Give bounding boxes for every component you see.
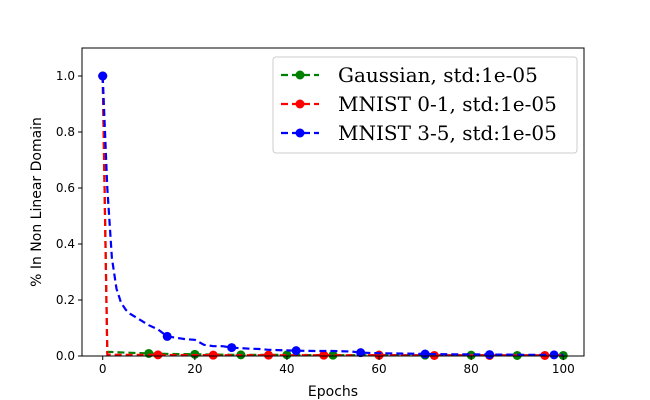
y-axis-label: % In Non Linear Domain <box>29 117 45 287</box>
data-point <box>98 71 108 81</box>
data-point <box>282 350 292 360</box>
legend: Gaussian, std:1e-05 MNIST 0-1, std:1e-05 M… <box>272 56 578 154</box>
x-tick-label: 40 <box>279 362 294 376</box>
y-tick-label: 0.0 <box>56 349 75 363</box>
axes-frame <box>81 47 585 357</box>
series-layer <box>98 71 568 360</box>
data-point <box>328 350 338 360</box>
data-point <box>264 350 274 360</box>
legend-marker <box>295 128 305 138</box>
data-point <box>319 350 329 360</box>
legend-item: MNIST 0-1, std:1e-05 <box>281 92 557 116</box>
y-ticks: 0.0 0.2 0.4 0.6 0.8 1.0 <box>56 69 82 363</box>
legend-marker <box>295 99 305 109</box>
data-point <box>153 350 163 360</box>
data-point <box>356 348 366 358</box>
data-point <box>162 331 172 341</box>
series-line <box>101 75 564 356</box>
legend-label: MNIST 0-1, std:1e-05 <box>338 92 557 116</box>
data-point <box>144 348 154 358</box>
x-tick-label: 0 <box>99 362 107 376</box>
x-tick-label: 80 <box>464 362 479 376</box>
x-ticks: 0 20 40 60 80 100 <box>99 356 575 376</box>
x-tick-label: 100 <box>552 362 575 376</box>
data-point <box>549 350 559 360</box>
legend-marker <box>295 70 305 80</box>
y-tick-label: 1.0 <box>56 69 75 83</box>
data-point <box>420 349 430 359</box>
data-point <box>227 343 237 353</box>
data-point <box>429 350 439 360</box>
y-tick-label: 0.2 <box>56 293 75 307</box>
legend-label: Gaussian, std:1e-05 <box>338 63 538 87</box>
series-1 <box>98 71 564 360</box>
data-point <box>208 350 218 360</box>
legend-box <box>272 56 578 154</box>
series-2 <box>98 71 564 360</box>
x-axis-label: Epochs <box>308 384 358 400</box>
series-line <box>101 75 564 357</box>
y-tick-label: 0.6 <box>56 181 75 195</box>
y-tick-label: 0.8 <box>56 125 75 139</box>
legend-item: Gaussian, std:1e-05 <box>281 63 538 87</box>
data-point <box>291 346 301 356</box>
data-point <box>485 350 495 360</box>
legend-item: MNIST 3-5, std:1e-05 <box>281 121 557 145</box>
y-tick-label: 0.4 <box>56 237 75 251</box>
x-tick-label: 20 <box>187 362 202 376</box>
legend-label: MNIST 3-5, std:1e-05 <box>338 121 557 145</box>
x-tick-label: 60 <box>371 362 386 376</box>
